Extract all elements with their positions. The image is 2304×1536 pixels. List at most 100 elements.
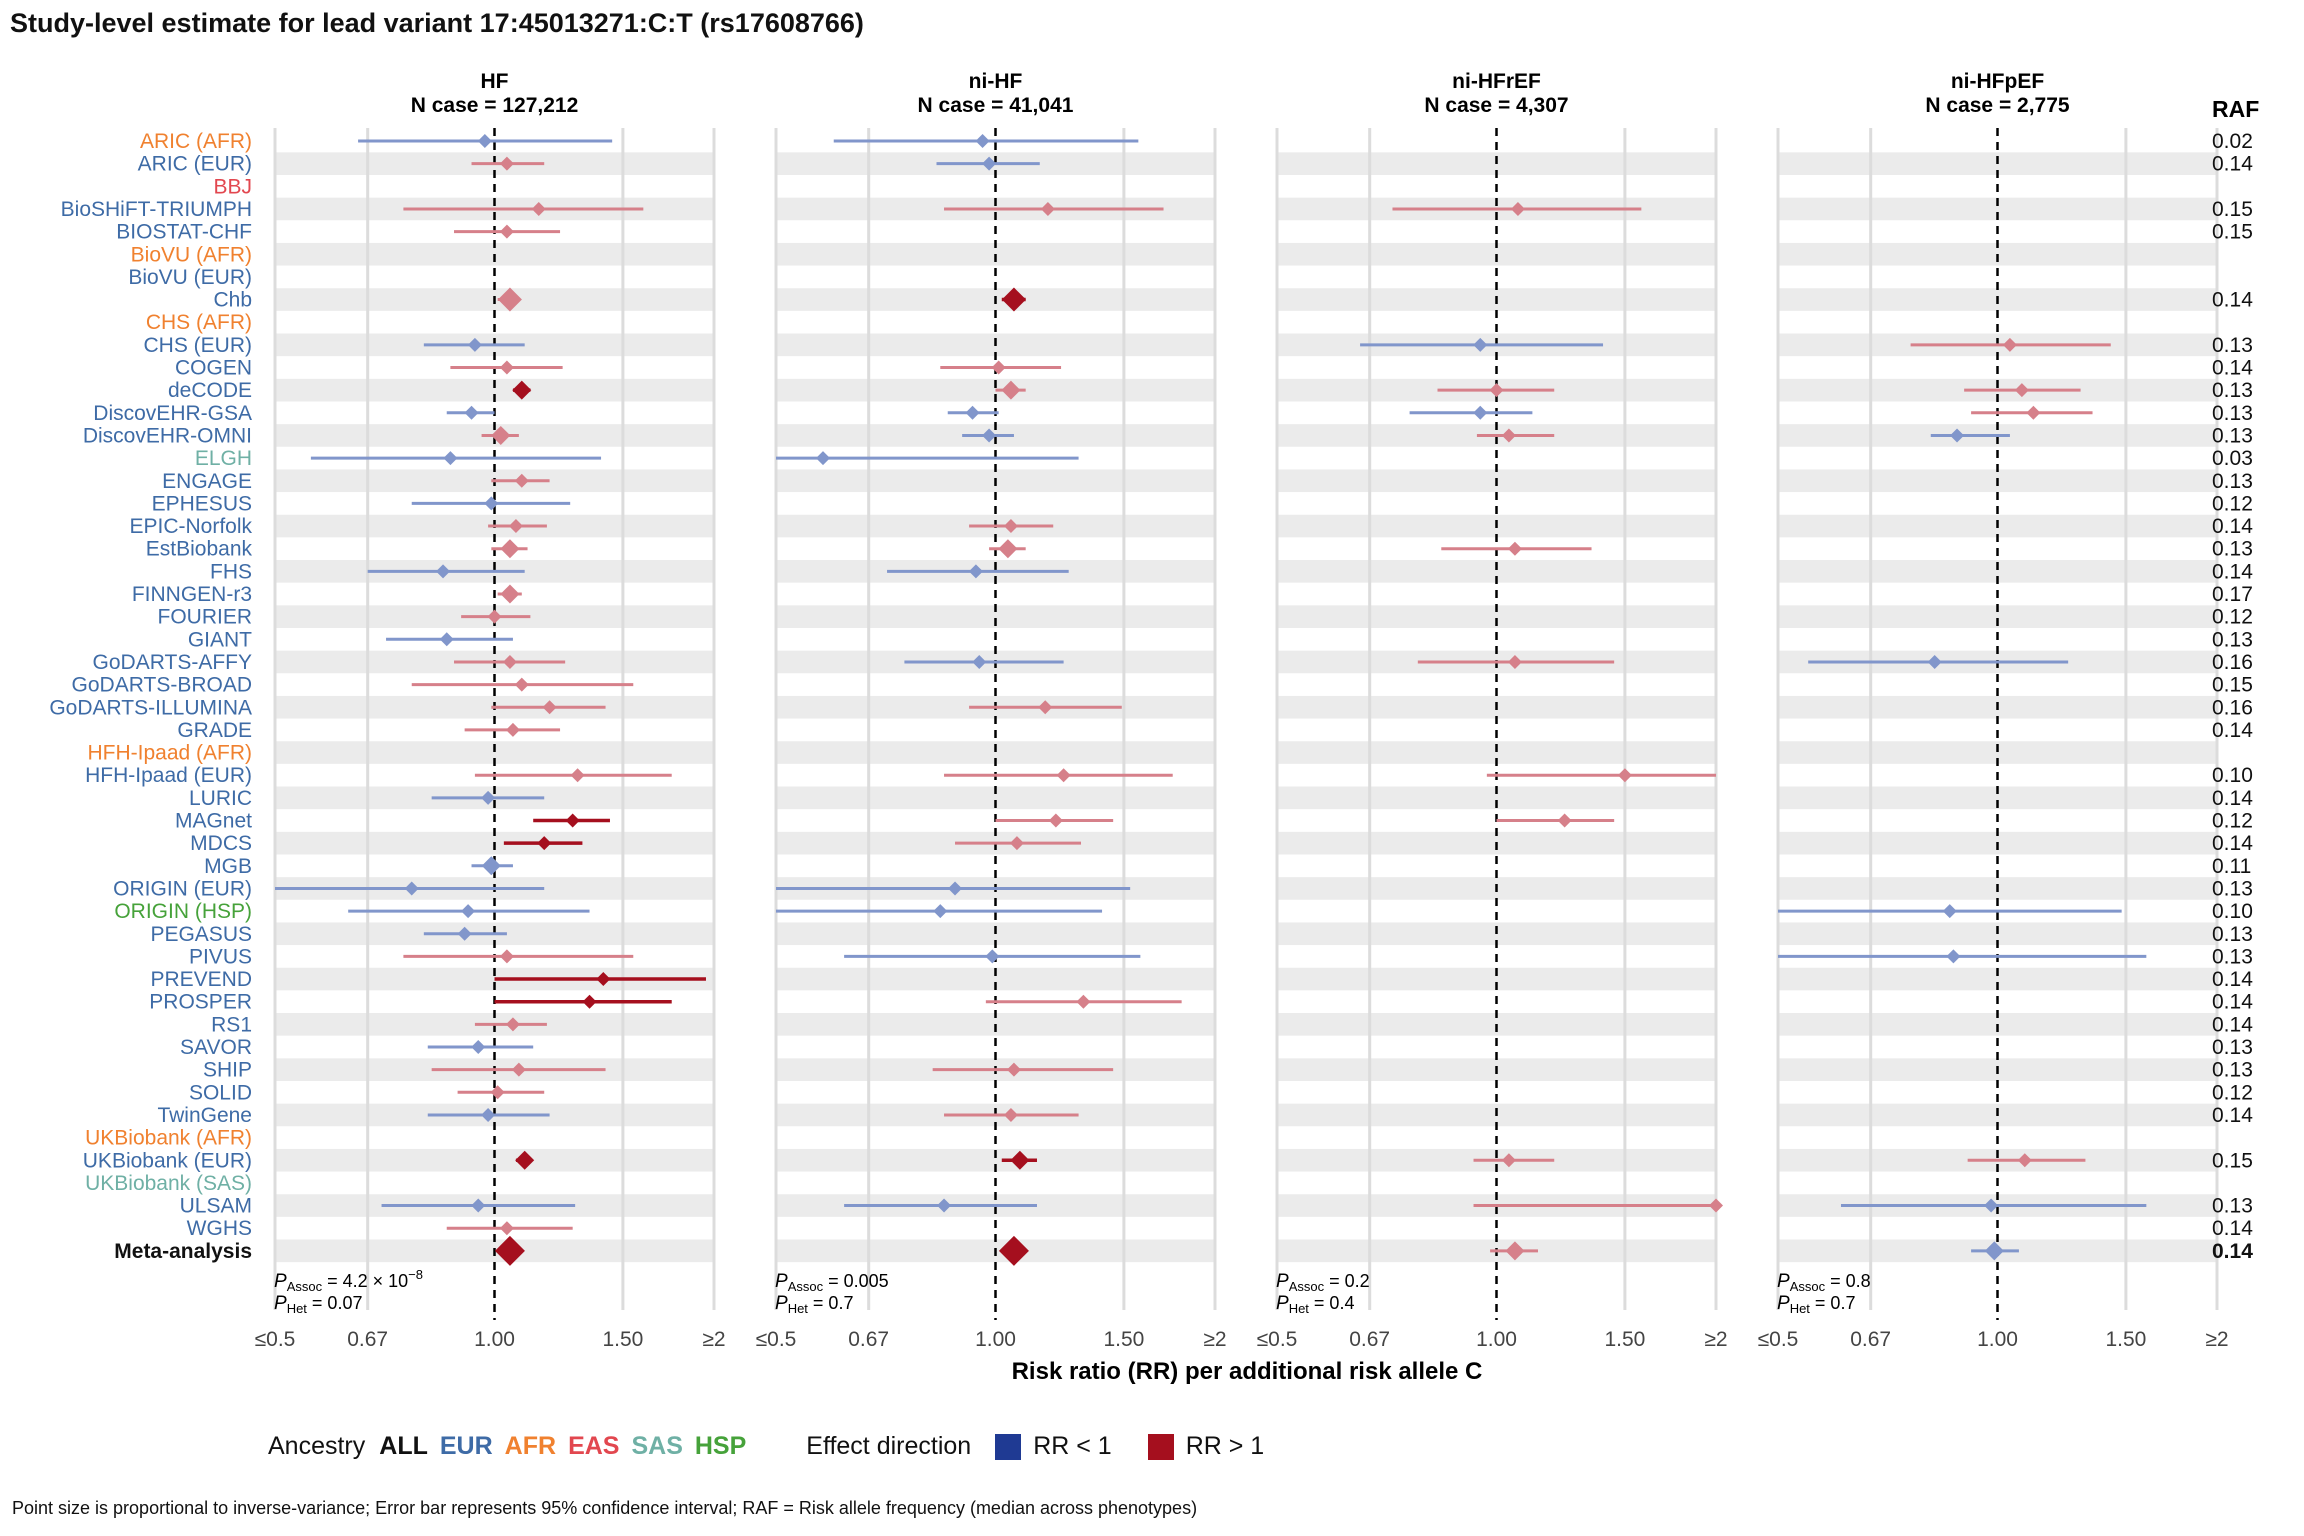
study-label: FINNGEN-r3 — [132, 583, 252, 606]
x-tick-label: 0.67 — [1850, 1328, 1891, 1351]
point-estimate — [500, 539, 520, 559]
legend-effect-swatch — [1147, 1433, 1174, 1460]
study-label: EPIC-Norfolk — [129, 515, 252, 538]
study-label: PEGASUS — [150, 923, 252, 946]
point-estimate — [1056, 768, 1071, 783]
x-axis-label: Risk ratio (RR) per additional risk alle… — [1012, 1358, 1483, 1385]
point-estimate — [542, 700, 557, 715]
x-tick-label: 1.50 — [602, 1328, 643, 1351]
point-estimate — [816, 451, 831, 466]
raf-value: 0.17 — [2212, 583, 2253, 606]
x-tick-label: 1.50 — [1604, 1328, 1645, 1351]
study-label: ORIGIN (HSP) — [114, 900, 252, 923]
point-estimate — [2014, 383, 2029, 398]
raf-value: 0.12 — [2212, 492, 2253, 515]
point-estimate — [570, 768, 585, 783]
raf-value: 0.14 — [2212, 1217, 2253, 1240]
x-tick-label: ≥2 — [1704, 1328, 1727, 1351]
point-estimate — [1505, 1241, 1525, 1261]
raf-value: 0.02 — [2212, 130, 2253, 153]
p-het: PHet = 0.4 — [1276, 1293, 1354, 1316]
p-het: PHet = 0.7 — [1777, 1293, 1855, 1316]
row-band — [776, 1148, 1215, 1172]
point-estimate — [985, 949, 1000, 964]
point-estimate — [1946, 949, 1961, 964]
legend-ancestry-hsp: HSP — [694, 1432, 747, 1460]
point-estimate — [494, 1235, 525, 1266]
study-label: GoDARTS-ILLUMINA — [49, 696, 252, 719]
study-label: ENGAGE — [162, 470, 252, 493]
panel-title: HF — [481, 70, 509, 93]
row-band — [1778, 741, 2217, 764]
raf-value: 0.13 — [2212, 424, 2253, 447]
footnote: Point size is proportional to inverse-va… — [12, 1498, 1198, 1518]
point-estimate — [2026, 405, 2041, 420]
panel-ncase: N case = 41,041 — [918, 94, 1074, 117]
raf-value: 0.13 — [2212, 379, 2253, 402]
raf-value: 0.11 — [2212, 855, 2251, 878]
study-label: BioVU (EUR) — [128, 266, 252, 289]
raf-value: 0.15 — [2212, 198, 2253, 221]
point-estimate — [982, 428, 997, 443]
raf-value: 0.13 — [2212, 923, 2253, 946]
point-estimate — [1617, 768, 1632, 783]
point-estimate — [1001, 287, 1026, 312]
study-label: TwinGene — [157, 1104, 252, 1127]
raf-value: 0.14 — [2212, 289, 2253, 312]
study-label: MGB — [204, 855, 252, 878]
legend-ancestry-title: Ancestry — [268, 1432, 366, 1460]
point-estimate — [596, 972, 611, 987]
study-label: EstBiobank — [146, 538, 253, 561]
point-estimate — [1006, 1062, 1021, 1077]
point-estimate — [1507, 654, 1522, 669]
point-estimate — [1009, 836, 1024, 851]
point-estimate — [2017, 1153, 2032, 1168]
point-estimate — [1076, 994, 1091, 1009]
study-label: BioSHiFT-TRIUMPH — [61, 198, 252, 221]
study-label: LURIC — [189, 787, 252, 810]
point-estimate — [1489, 383, 1504, 398]
study-label: ORIGIN (EUR) — [113, 877, 252, 900]
legend-ancestry-all: ALL — [379, 1432, 428, 1460]
raf-value: 0.14 — [2212, 357, 2253, 380]
point-estimate — [1984, 1198, 1999, 1213]
x-tick-label: 0.67 — [347, 1328, 388, 1351]
point-estimate — [499, 156, 514, 171]
study-label: ARIC (EUR) — [138, 153, 252, 176]
point-estimate — [1003, 519, 1018, 534]
point-estimate — [508, 519, 523, 534]
raf-value: 0.13 — [2212, 1059, 2253, 1082]
row-band — [275, 741, 714, 764]
raf-value: 0.13 — [2212, 1195, 2253, 1218]
study-label: RS1 — [211, 1013, 252, 1036]
point-estimate — [514, 677, 529, 692]
p-assoc: PAssoc = 0.2 — [1276, 1271, 1370, 1294]
point-estimate — [464, 405, 479, 420]
row-band — [1277, 605, 1716, 628]
panel-title: ni-HFrEF — [1452, 70, 1541, 93]
legend-effect-label: RR < 1 — [1033, 1432, 1112, 1460]
point-estimate — [1510, 201, 1525, 216]
point-estimate — [1984, 1241, 2004, 1261]
study-label: CHS (EUR) — [144, 334, 253, 357]
study-label: UKBiobank (SAS) — [85, 1172, 252, 1195]
x-tick-label: 1.50 — [2105, 1328, 2146, 1351]
point-estimate — [982, 156, 997, 171]
x-tick-label: 1.00 — [474, 1328, 515, 1351]
panel-ncase: N case = 2,775 — [1925, 94, 2070, 117]
point-estimate — [1942, 904, 1957, 919]
point-estimate — [1001, 380, 1021, 400]
point-estimate — [481, 790, 496, 805]
point-estimate — [1038, 700, 1053, 715]
raf-value: 0.14 — [2212, 515, 2253, 538]
study-label: MAGnet — [175, 810, 252, 833]
legend-ancestry-eas: EAS — [568, 1432, 620, 1460]
point-estimate — [499, 360, 514, 375]
point-estimate — [404, 881, 419, 896]
study-label: GIANT — [188, 628, 252, 651]
raf-value: 0.15 — [2212, 1149, 2253, 1172]
raf-value: 0.14 — [2212, 832, 2253, 855]
x-tick-label: ≤0.5 — [255, 1328, 296, 1351]
row-band — [1277, 786, 1716, 810]
point-estimate — [1557, 813, 1572, 828]
